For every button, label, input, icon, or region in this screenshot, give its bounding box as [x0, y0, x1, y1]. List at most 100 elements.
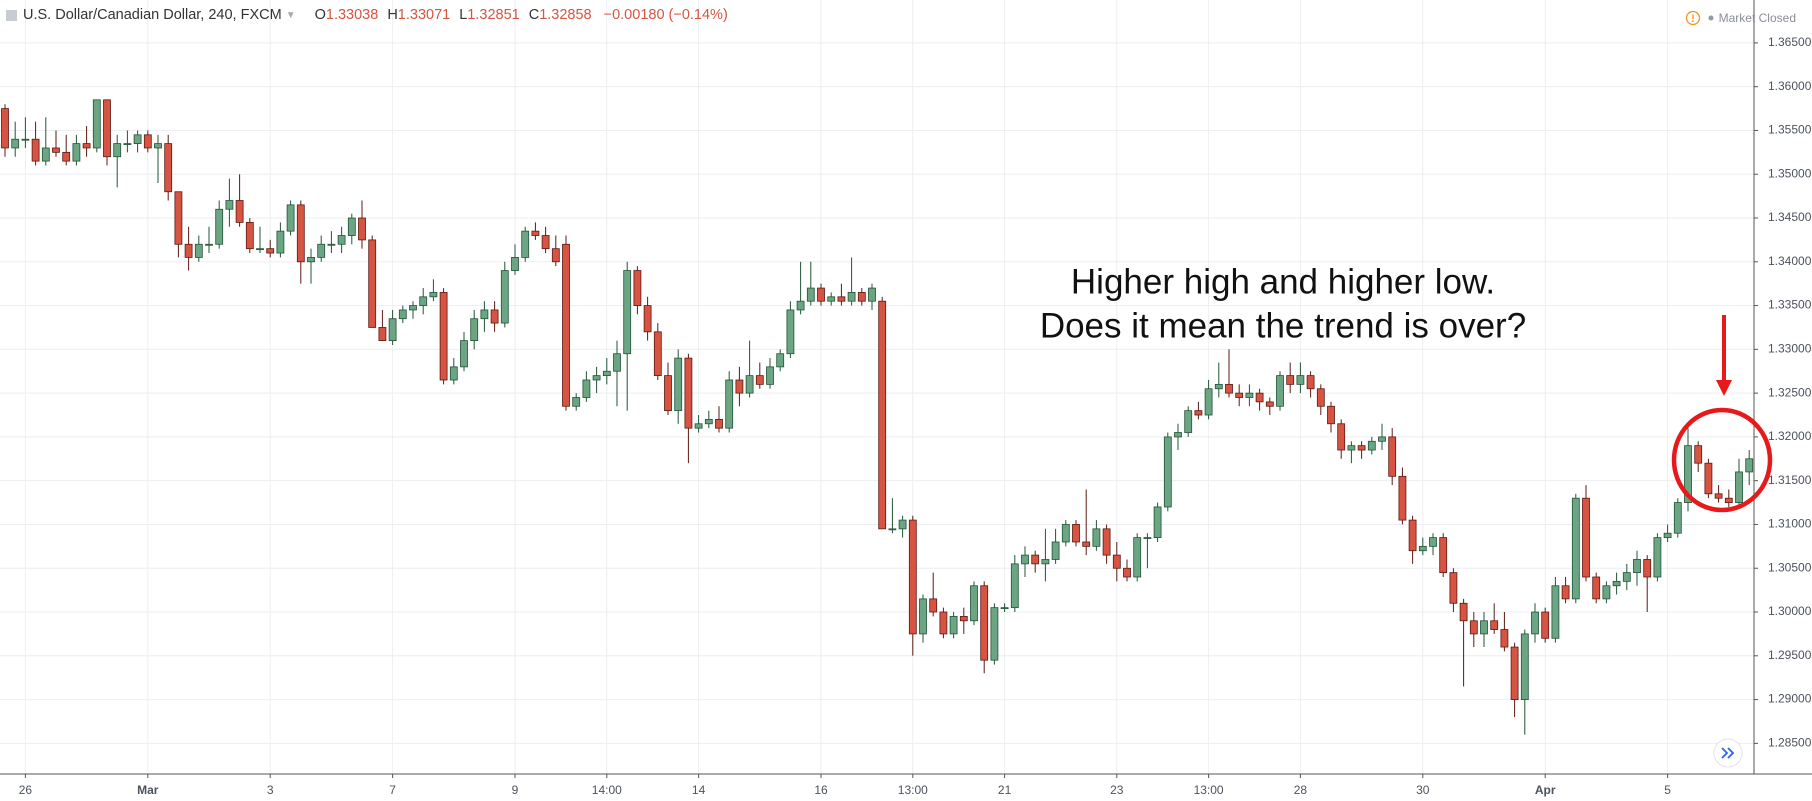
candle-body — [1163, 436, 1172, 508]
candle-body — [868, 287, 876, 302]
candle-body — [735, 379, 744, 394]
candle-body — [470, 318, 479, 341]
market-status: Market Closed — [1685, 10, 1796, 26]
candle-body — [1245, 392, 1254, 398]
x-tick-label: 5 — [1664, 783, 1671, 797]
scroll-icon — [1721, 747, 1735, 759]
candle-body — [1153, 506, 1162, 538]
ohlc-label: O — [314, 7, 326, 23]
candle-body — [1459, 602, 1468, 622]
candle-body — [337, 235, 346, 245]
candle-body — [398, 309, 407, 320]
ohlc-label: C — [528, 7, 540, 23]
candle-body — [562, 243, 570, 407]
candle-body — [766, 366, 774, 385]
candle-body — [113, 143, 122, 158]
candle-body — [1367, 440, 1376, 451]
candle-body — [449, 366, 458, 381]
candle-body — [827, 296, 836, 302]
candle-body — [817, 287, 825, 302]
y-tick-label: 1.35000 — [1768, 166, 1812, 180]
candle-body — [1724, 497, 1733, 503]
candle-body — [674, 357, 683, 412]
candle-body — [1449, 572, 1458, 604]
candle-body — [1357, 445, 1366, 451]
y-tick-label: 1.36000 — [1768, 79, 1812, 93]
candle-body — [1265, 401, 1274, 407]
candle-body — [1643, 559, 1652, 578]
candle-body — [1123, 567, 1131, 578]
candle-body — [439, 292, 448, 381]
candle-body — [225, 200, 234, 210]
candle-body — [1612, 580, 1621, 587]
candle-body — [1204, 388, 1213, 416]
ohlc-label: L — [459, 7, 468, 23]
x-tick-label: Mar — [137, 783, 159, 797]
candle-body — [368, 239, 377, 328]
candle-body — [1, 108, 9, 149]
x-tick-label: 14 — [692, 783, 706, 797]
candle-body — [704, 418, 713, 425]
candle-body — [1347, 445, 1356, 451]
candle-body — [582, 379, 591, 398]
candle-body — [1582, 497, 1590, 578]
candle-body — [1653, 537, 1662, 578]
candle-body — [1469, 620, 1478, 635]
candle-body — [419, 296, 428, 306]
candle-body — [1184, 410, 1193, 433]
y-tick-label: 1.34000 — [1768, 254, 1812, 268]
candle-body — [388, 318, 397, 341]
candle-body — [1082, 541, 1091, 547]
candle-body — [806, 287, 815, 302]
x-tick-label: 16 — [814, 783, 828, 797]
x-tick-label: 21 — [998, 783, 1012, 797]
candle-body — [245, 221, 254, 250]
candle-body — [194, 243, 203, 258]
candle-body — [317, 243, 326, 258]
candle-body — [1092, 528, 1101, 547]
scroll-button[interactable] — [1713, 738, 1743, 768]
candle-body — [1072, 524, 1080, 543]
candle-body — [725, 379, 734, 429]
candle-body — [1745, 458, 1754, 473]
candle-body — [460, 340, 468, 368]
candle-body — [358, 217, 366, 241]
candle-body — [429, 292, 438, 298]
x-tick-label: 13:00 — [898, 783, 928, 797]
candle-body — [1633, 559, 1641, 574]
candle-body — [745, 375, 754, 394]
candle-body — [1112, 554, 1121, 569]
candle-body — [694, 423, 703, 429]
candle-body — [1500, 629, 1509, 648]
candle-body — [205, 243, 213, 246]
candle-body — [623, 270, 632, 355]
candle-body — [684, 357, 693, 429]
candle-body — [296, 204, 305, 263]
candle-body — [1041, 559, 1050, 565]
x-tick-label: 13:00 — [1194, 783, 1224, 797]
y-tick-label: 1.30000 — [1768, 604, 1812, 618]
candles — [1, 99, 1754, 735]
header: U.S. Dollar/Canadian Dollar, 240, FXCM ▼… — [6, 7, 728, 23]
candle-body — [633, 270, 642, 306]
y-tick-label: 1.31000 — [1768, 517, 1812, 531]
candle-body — [1408, 519, 1417, 552]
candle-body — [72, 143, 81, 162]
candle-body — [1010, 563, 1019, 609]
symbol[interactable]: U.S. Dollar/Canadian Dollar, 240, FXCM — [23, 7, 282, 23]
candle-body — [256, 248, 264, 251]
y-tick-label: 1.31500 — [1768, 473, 1812, 487]
candle-body — [1327, 405, 1335, 425]
candle-body — [1194, 410, 1203, 416]
dropdown-caret[interactable]: ▼ — [285, 9, 296, 21]
candle-body — [551, 248, 560, 263]
candle-body — [1388, 436, 1397, 477]
candle-body — [847, 292, 856, 302]
status-dot — [1708, 15, 1714, 21]
candle-body — [786, 309, 795, 355]
candle-body — [1490, 620, 1499, 630]
candle-body — [1316, 388, 1325, 407]
candle-body — [1133, 537, 1142, 578]
candle-body — [143, 134, 152, 149]
y-tick-label: 1.29000 — [1768, 692, 1812, 706]
